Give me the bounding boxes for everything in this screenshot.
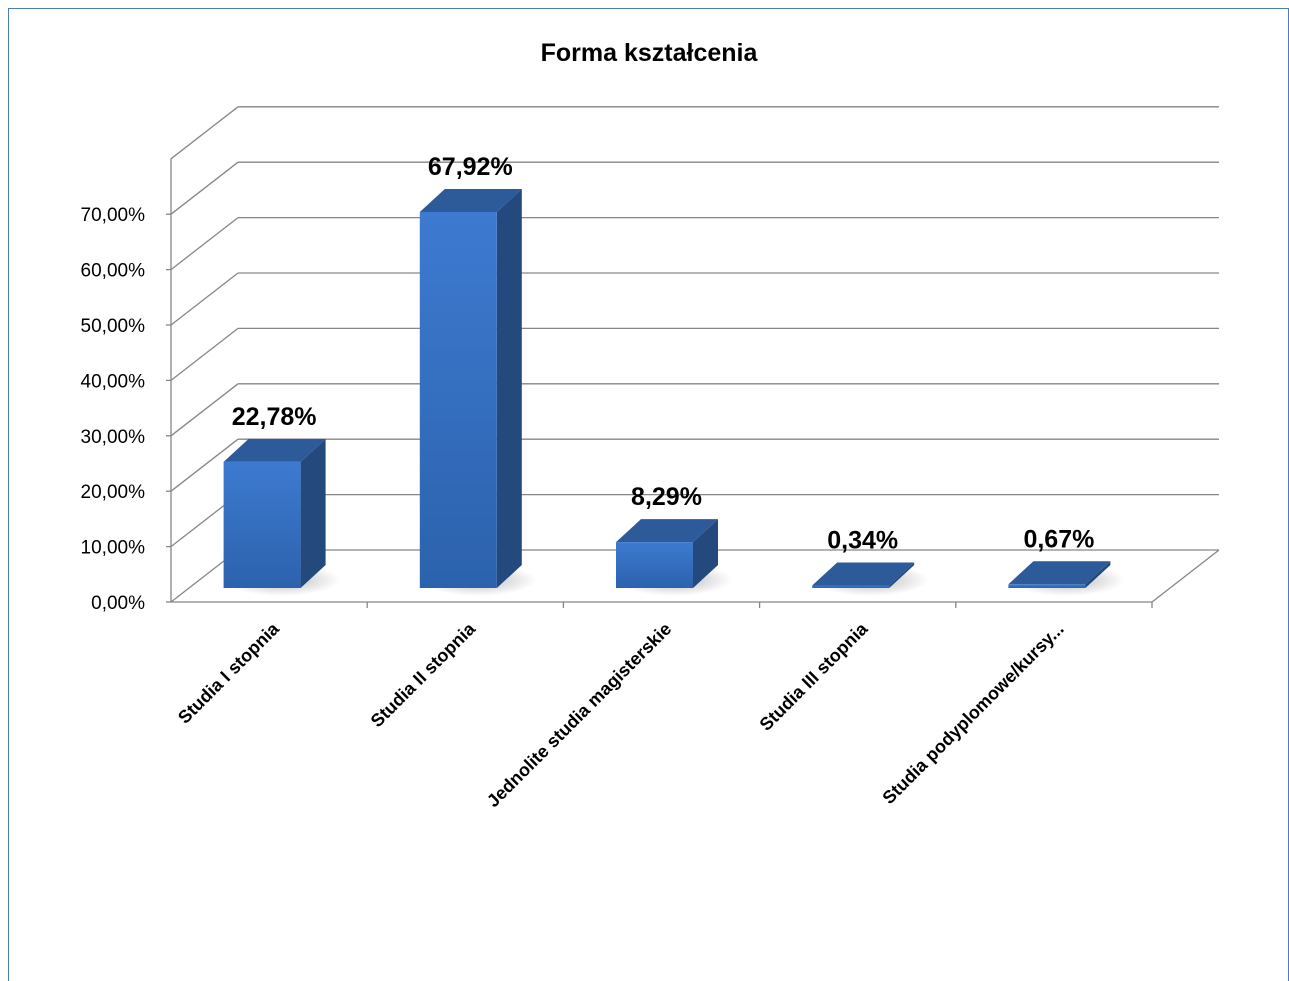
data-label: 0,34% [827, 527, 898, 555]
bar-top [812, 562, 915, 586]
y-tick-label: 30,00% [81, 427, 146, 448]
y-tick-label: 40,00% [81, 371, 146, 392]
gridline-diagonal [170, 106, 239, 160]
bar [419, 212, 497, 588]
gridline-diagonal [170, 383, 239, 437]
bar [616, 542, 693, 588]
bar-top [616, 519, 718, 543]
y-tick-label: 60,00% [81, 261, 146, 282]
bar-top [1008, 561, 1111, 585]
data-label: 8,29% [631, 483, 702, 511]
gridline-diagonal [170, 161, 239, 215]
y-axis-ticks: 0,00% 10,00% 20,00% 30,00% 40,00% 50,00% 60,00… [81, 205, 146, 614]
bar-side [1085, 561, 1111, 588]
data-label: 67,92% [428, 153, 513, 181]
y-tick-label: 0,00% [91, 593, 145, 614]
axes [166, 158, 1220, 608]
category-label: Jednolite studia magisterskie [483, 619, 675, 811]
x-axis-categories: Studia I stopnia Studia II stopnia Jednoli… [174, 618, 1068, 811]
y-tick-label: 20,00% [81, 482, 146, 503]
gridline-diagonal [170, 217, 239, 271]
bar [1008, 584, 1086, 588]
data-labels: 22,78% 67,92% 8,29% 0,34% 0,67% [232, 153, 1095, 555]
gridline-diagonal [170, 438, 239, 492]
category-label: Studia podyplomowe/kursy... [878, 619, 1067, 808]
data-label: 0,67% [1023, 525, 1094, 553]
bar-side [889, 562, 915, 588]
bar-top [419, 189, 522, 212]
bar-side [693, 519, 718, 588]
bar-side [300, 438, 326, 588]
category-label: Studia II stopnia [367, 618, 480, 731]
gridline-diagonal [170, 327, 239, 381]
chart-title: Forma kształcenia [541, 39, 759, 67]
data-label: 22,78% [232, 403, 317, 431]
bar [812, 585, 890, 588]
bar-side [496, 189, 522, 588]
y-tick-label: 10,00% [81, 538, 146, 559]
bar-top [223, 438, 326, 462]
category-label: Studia III stopnia [756, 618, 873, 735]
floor-edge [1151, 549, 1220, 603]
y-tick-label: 70,00% [81, 205, 146, 226]
bar [223, 461, 301, 588]
bars [223, 189, 1125, 596]
y-tick-label: 50,00% [81, 316, 146, 337]
gridlines [170, 106, 1219, 603]
category-label: Studia I stopnia [174, 618, 284, 728]
gridline-diagonal [170, 272, 239, 326]
